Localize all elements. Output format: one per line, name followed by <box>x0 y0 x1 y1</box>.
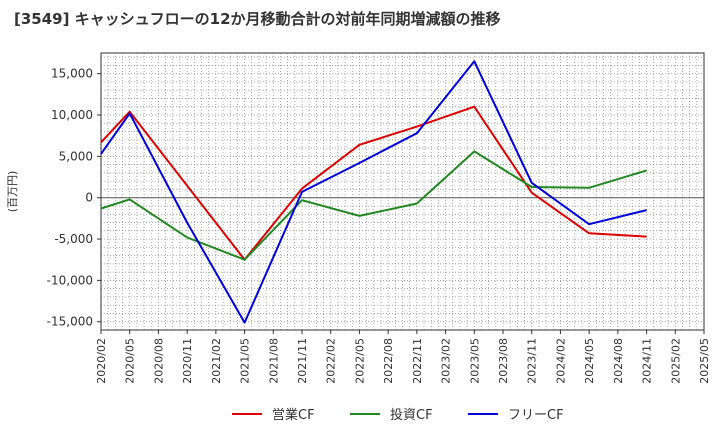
y-tick-label: 10,000 <box>51 108 93 122</box>
x-tick-label: 2023/05 <box>468 338 481 384</box>
x-tick-label: 2023/11 <box>526 338 539 384</box>
x-tick-label: 2022/08 <box>382 338 395 384</box>
chart-title: [3549] キャッシュフローの12か月移動合計の対前年同期増減額の推移 <box>14 10 501 28</box>
x-tick-label: 2021/08 <box>267 338 280 384</box>
y-axis-label: (百万円) <box>6 171 19 213</box>
y-tick-label: -10,000 <box>47 273 93 287</box>
x-tick-label: 2024/11 <box>641 338 654 384</box>
x-tick-label: 2021/02 <box>210 338 223 384</box>
y-tick-label: 0 <box>85 191 93 205</box>
x-tick-label: 2022/02 <box>325 338 338 384</box>
series-line-0 <box>100 105 647 261</box>
legend-label-0: 営業CF <box>272 407 315 423</box>
y-tick-label: 15,000 <box>51 67 93 81</box>
legend-label-2: フリーCF <box>508 408 564 423</box>
x-tick-label: 2025/05 <box>698 338 711 384</box>
x-tick-label: 2020/05 <box>124 338 137 384</box>
series-line-1 <box>100 150 647 261</box>
x-tick-label: 2023/08 <box>497 338 510 384</box>
x-tick-label: 2024/02 <box>554 338 567 384</box>
legend-label-1: 投資CF <box>390 407 433 423</box>
x-tick-label: 2024/05 <box>583 338 596 384</box>
series-line-2 <box>100 60 647 324</box>
plot-frame <box>100 52 705 331</box>
x-tick-label: 2021/05 <box>239 338 252 384</box>
y-tick-label: -5,000 <box>54 232 93 246</box>
x-tick-label: 2020/08 <box>152 338 165 384</box>
x-tick-label: 2024/08 <box>612 338 625 384</box>
x-tick-label: 2020/11 <box>181 338 194 384</box>
x-tick-label: 2022/05 <box>353 338 366 384</box>
x-tick-label: 2025/02 <box>669 338 682 384</box>
x-tick-label: 2023/02 <box>440 338 453 384</box>
x-tick-label: 2021/11 <box>296 338 309 384</box>
x-tick-label: 2022/11 <box>411 338 424 384</box>
y-tick-label: -15,000 <box>47 315 93 329</box>
x-tick-label: 2020/02 <box>95 338 108 384</box>
y-tick-label: 5,000 <box>59 149 93 163</box>
